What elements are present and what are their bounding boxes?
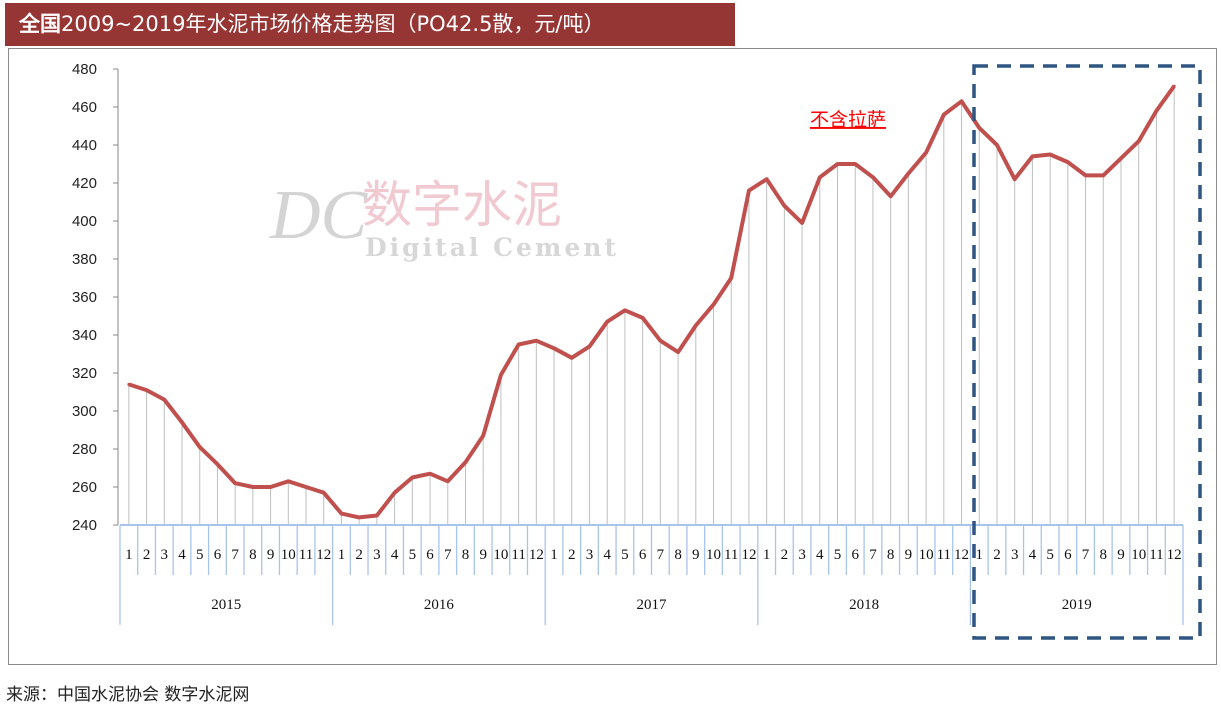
- month-label: 5: [409, 547, 417, 563]
- y-tick-label: 300: [72, 403, 97, 420]
- y-tick-label: 280: [72, 441, 97, 458]
- watermark-logo: DC: [269, 177, 369, 254]
- y-tick-label: 240: [72, 517, 97, 534]
- month-label: 10: [493, 547, 508, 563]
- month-label: 2: [355, 547, 363, 563]
- month-label: 2: [143, 547, 151, 563]
- month-label: 5: [196, 547, 204, 563]
- month-label: 4: [178, 547, 186, 563]
- month-label: 6: [214, 547, 222, 563]
- month-label: 2: [781, 547, 789, 563]
- price-line: [128, 84, 1176, 520]
- y-tick-label: 420: [72, 175, 97, 192]
- chart-title-bar: 全国2009~2019年水泥市场价格走势图（PO42.5散，元/吨）: [5, 3, 735, 46]
- month-label: 6: [1064, 547, 1072, 563]
- year-label: 2017: [637, 597, 668, 613]
- title-bold: 全国: [19, 12, 61, 36]
- highlight-2019-box: [972, 64, 1202, 640]
- month-label: 7: [231, 547, 239, 563]
- month-label: 10: [281, 547, 296, 563]
- month-label: 5: [834, 547, 842, 563]
- month-label: 10: [1131, 547, 1146, 563]
- month-label: 1: [125, 547, 133, 563]
- month-label: 9: [905, 547, 913, 563]
- month-label: 1: [763, 547, 771, 563]
- y-tick-label: 460: [72, 99, 97, 116]
- month-label: 4: [391, 547, 399, 563]
- month-label: 10: [919, 547, 934, 563]
- month-label: 12: [741, 547, 756, 563]
- month-label: 9: [1117, 547, 1125, 563]
- month-label: 7: [1082, 547, 1090, 563]
- month-label: 4: [816, 547, 824, 563]
- month-label: 4: [603, 547, 611, 563]
- month-label: 1: [976, 547, 984, 563]
- month-label: 11: [724, 547, 738, 563]
- watermark: DC 数字水泥 Digital Cement: [269, 176, 619, 262]
- month-label: 7: [869, 547, 877, 563]
- y-tick-label: 480: [72, 61, 97, 78]
- month-label: 3: [373, 547, 381, 563]
- month-label: 4: [1029, 547, 1037, 563]
- month-label: 8: [674, 547, 682, 563]
- month-label: 8: [1100, 547, 1108, 563]
- month-label: 5: [621, 547, 629, 563]
- month-label: 9: [267, 547, 275, 563]
- title-text: 2009~2019年水泥市场价格走势图（PO42.5散，元/吨）: [61, 12, 605, 36]
- month-label: 3: [161, 547, 169, 563]
- month-label: 1: [550, 547, 558, 563]
- chart-frame: [8, 48, 1217, 665]
- y-tick-label: 380: [72, 251, 97, 268]
- month-label: 6: [639, 547, 647, 563]
- month-label: 6: [851, 547, 859, 563]
- month-label: 11: [511, 547, 525, 563]
- month-label: 11: [299, 547, 313, 563]
- y-tick-label: 320: [72, 365, 97, 382]
- month-label: 10: [706, 547, 721, 563]
- month-label: 3: [798, 547, 806, 563]
- y-tick-label: 260: [72, 479, 97, 496]
- annotation-lhasa: 不含拉萨: [810, 109, 886, 131]
- month-label: 12: [529, 547, 544, 563]
- year-label: 2019: [1062, 597, 1092, 613]
- month-label: 12: [1167, 547, 1182, 563]
- source-note: 来源：中国水泥协会 数字水泥网: [6, 685, 250, 705]
- year-label: 2018: [849, 597, 879, 613]
- month-label: 11: [937, 547, 951, 563]
- month-label: 3: [1011, 547, 1019, 563]
- year-label: 2015: [211, 597, 241, 613]
- y-tick-label: 440: [72, 137, 97, 154]
- month-label: 5: [1046, 547, 1054, 563]
- month-label: 3: [586, 547, 594, 563]
- month-label: 7: [444, 547, 452, 563]
- watermark-en: Digital Cement: [365, 233, 619, 262]
- month-label: 7: [657, 547, 665, 563]
- year-label: 2016: [424, 597, 455, 613]
- month-label: 9: [692, 547, 700, 563]
- month-label: 2: [568, 547, 576, 563]
- month-label: 12: [316, 547, 331, 563]
- month-label: 12: [954, 547, 969, 563]
- month-label: 2: [993, 547, 1001, 563]
- month-label: 8: [887, 547, 895, 563]
- month-label: 8: [462, 547, 470, 563]
- y-tick-label: 340: [72, 327, 97, 344]
- month-label: 11: [1149, 547, 1163, 563]
- month-label: 6: [426, 547, 434, 563]
- watermark-cn: 数字水泥: [362, 176, 562, 234]
- month-label: 1: [338, 547, 346, 563]
- month-label: 8: [249, 547, 257, 563]
- month-label: 9: [479, 547, 487, 563]
- y-tick-label: 400: [72, 213, 97, 230]
- y-tick-label: 360: [72, 289, 97, 306]
